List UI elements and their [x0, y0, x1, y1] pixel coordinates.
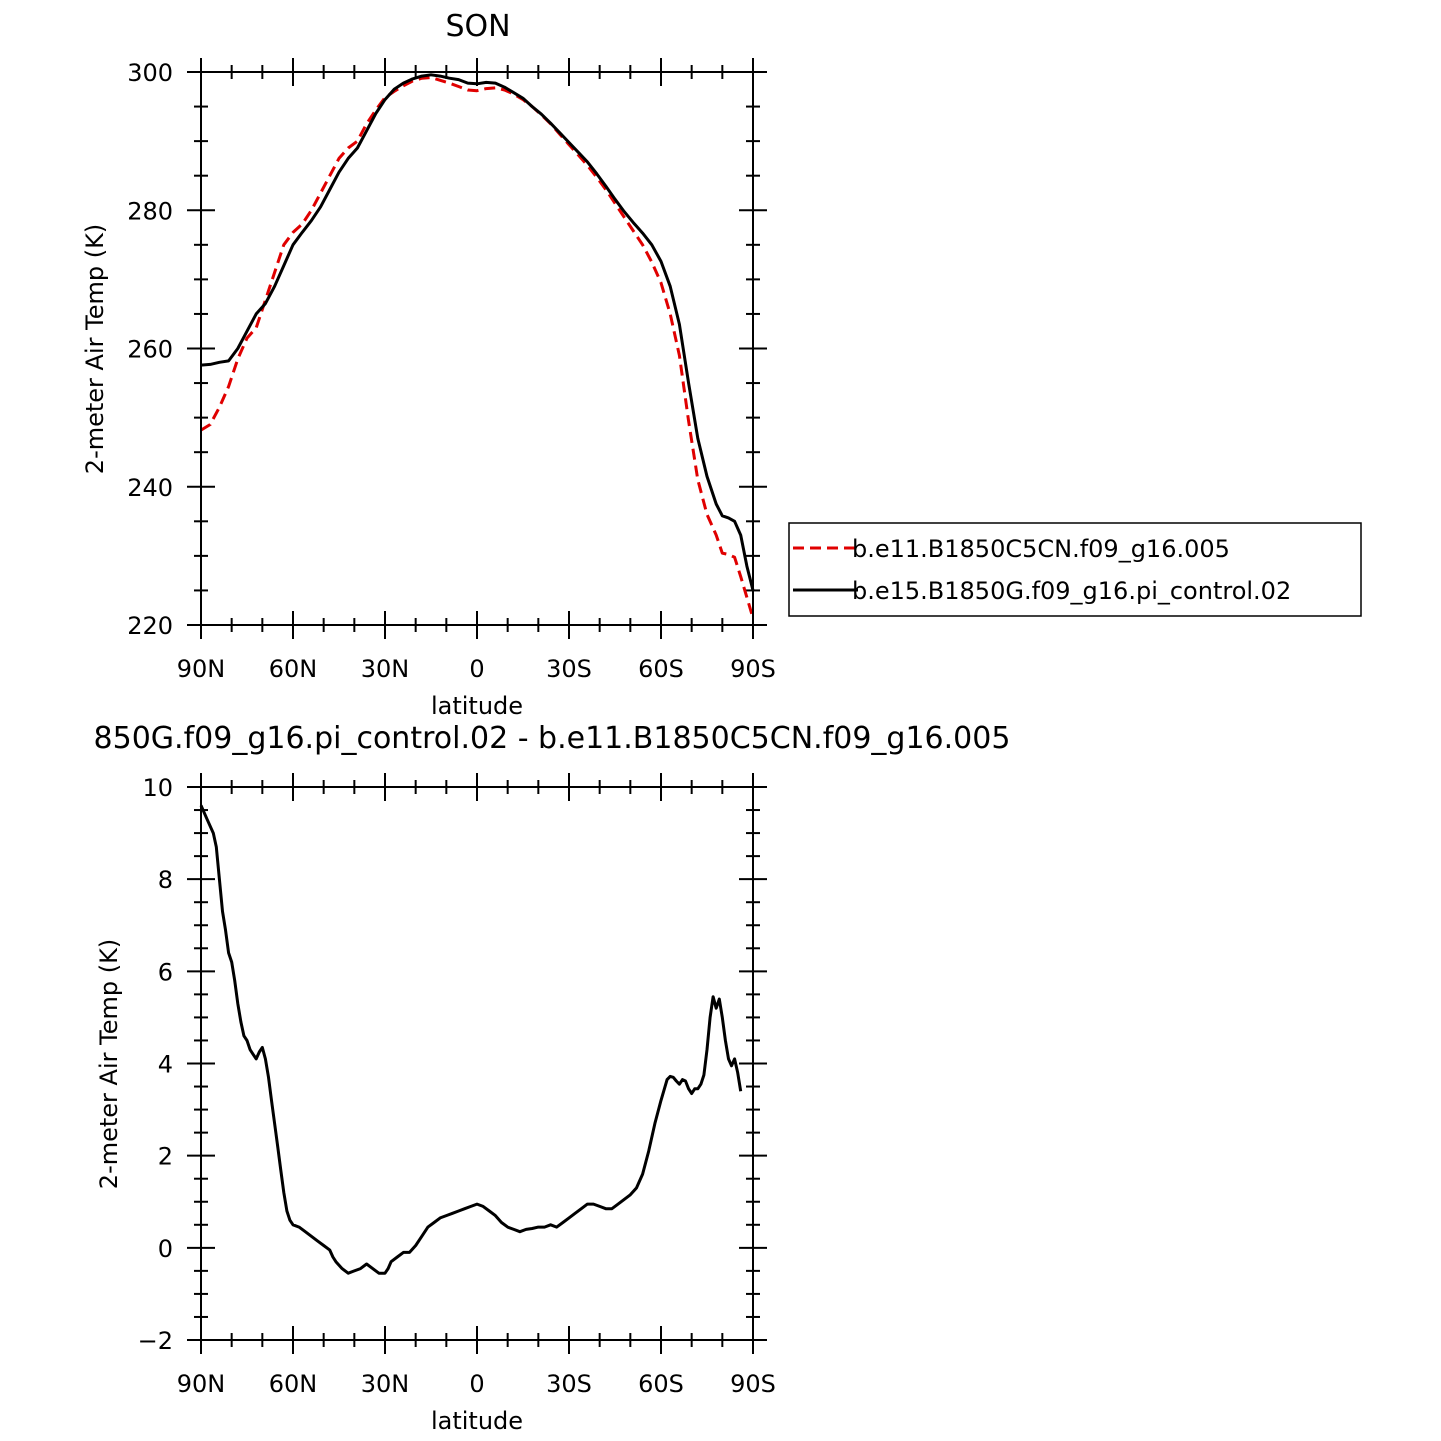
x-tick-label: 90N: [177, 655, 226, 683]
y-tick-label: 240: [127, 474, 173, 502]
x-tick-label: 90S: [730, 655, 776, 683]
top-tick-labels: 90N 60N 30N 0 30S 60S 90S 220 240 260 280 300: [127, 59, 776, 683]
x-tick-label: 0: [469, 655, 484, 683]
x-tick-label: 30N: [361, 655, 410, 683]
bottom-ticks: [187, 773, 767, 1354]
x-tick-label: 30S: [546, 655, 592, 683]
difference-panel: 850G.f09_g16.pi_control.02 - b.e11.B1850…: [94, 721, 1011, 1435]
bottom-plot-frame: [200, 786, 754, 1341]
y-tick-label: 4: [158, 1051, 173, 1079]
bottom-tick-labels: 90N 60N 30N 0 30S 60S 90S −2 0 2 4 6 8 10: [138, 774, 776, 1398]
top-series-group: [200, 73, 755, 619]
y-tick-label: 260: [127, 336, 173, 364]
y-tick-label: 220: [127, 612, 173, 640]
top-ticks: [187, 58, 767, 639]
x-tick-label: 60S: [638, 655, 684, 683]
x-tick-label: 60S: [638, 1370, 684, 1398]
x-tick-label: 90N: [177, 1370, 226, 1398]
x-tick-label: 60N: [269, 1370, 318, 1398]
temperature-panel: SON 90N 60N 30N 0 30S 60S 90S 220 240 260 280 300 l…: [81, 9, 776, 720]
series-line-1: [199, 804, 743, 1275]
legend: b.e11.B1850C5CN.f09_g16.005 b.e15.B1850G…: [788, 522, 1362, 617]
y-tick-label: 10: [142, 774, 173, 802]
y-tick-label: 300: [127, 59, 173, 87]
top-y-axis-label: 2-meter Air Temp (K): [81, 224, 109, 474]
y-tick-label: 8: [158, 866, 173, 894]
bottom-y-axis-label: 2-meter Air Temp (K): [95, 939, 123, 1189]
series-line-1: [200, 76, 755, 619]
y-tick-label: 280: [127, 197, 173, 225]
top-chart-title: SON: [445, 9, 510, 44]
legend-label-series-2: b.e15.B1850G.f09_g16.pi_control.02: [852, 577, 1291, 605]
y-tick-label: 6: [158, 958, 173, 986]
y-tick-label: 0: [158, 1235, 173, 1263]
x-tick-label: 30N: [361, 1370, 410, 1398]
series-line-2: [200, 73, 755, 591]
bottom-x-axis-label: latitude: [431, 1407, 523, 1435]
y-tick-label: 2: [158, 1143, 173, 1171]
x-tick-label: 0: [469, 1370, 484, 1398]
x-tick-label: 90S: [730, 1370, 776, 1398]
legend-box: [788, 522, 1362, 617]
top-x-axis-label: latitude: [431, 692, 523, 720]
top-plot-frame: [200, 71, 754, 626]
bottom-chart-title: 850G.f09_g16.pi_control.02 - b.e11.B1850…: [94, 721, 1011, 756]
x-tick-label: 60N: [269, 655, 318, 683]
legend-label-series-1: b.e11.B1850C5CN.f09_g16.005: [852, 535, 1230, 563]
y-tick-label: −2: [138, 1327, 173, 1355]
x-tick-label: 30S: [546, 1370, 592, 1398]
bottom-series-group: [199, 804, 743, 1275]
